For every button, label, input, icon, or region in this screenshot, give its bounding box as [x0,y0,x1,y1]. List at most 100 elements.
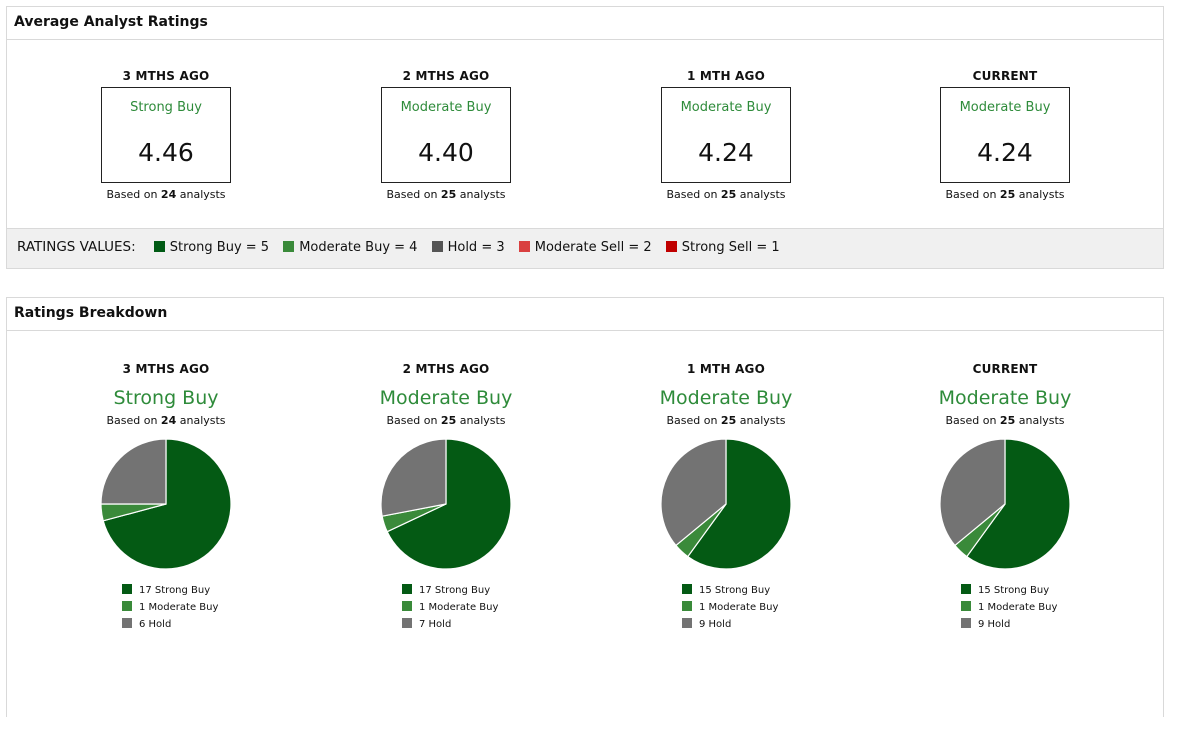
breakdown-column-2-months-ago: 2 MTHS AGO Moderate Buy Based on 25 anal… [346,362,546,633]
pie-chart [660,438,792,570]
analyst-count: 25 [720,414,737,427]
pie-slice-strong-buy [686,438,792,570]
period-label: CURRENT [972,362,1038,376]
pie-slice-strong-buy [386,438,512,570]
period-label: 2 MTHS AGO [402,362,490,376]
rating-label: Moderate Buy [959,100,1051,115]
pie-legend: 17 Strong Buy 1 Moderate Buy 6 Hold [122,582,266,633]
pie-slice-hold [100,438,167,505]
pie-chart [939,438,1071,570]
rating-box: Moderate Buy 4.24 [661,87,791,183]
legend-moderate-sell: Moderate Sell = 2 [518,240,652,255]
ratings-values-legend: RATINGS VALUES: Strong Buy = 5 Moderate … [7,228,1163,268]
rating-label: Moderate Buy [680,100,772,115]
pie-legend-item: 15 Strong Buy [961,582,1105,599]
avg-column-1-month-ago: 1 MTH AGO Moderate Buy 4.24 Based on 25 … [626,69,826,201]
avg-column-current: CURRENT Moderate Buy 4.24 Based on 25 an… [905,69,1105,201]
period-label: 3 MTHS AGO [122,69,210,83]
analyst-count-text: Based on 24 analysts [106,414,226,427]
analyst-count: 25 [999,188,1016,201]
analyst-count: 25 [440,188,457,201]
rating-label: Strong Buy [130,100,202,115]
analyst-count: 25 [720,188,737,201]
period-label: 3 MTHS AGO [122,362,210,376]
pie-legend-item: 17 Strong Buy [122,582,266,599]
swatch-icon [122,584,132,594]
pie-slice-strong-buy [102,438,232,570]
period-label: 1 MTH AGO [686,69,765,83]
pie-legend: 17 Strong Buy 1 Moderate Buy 7 Hold [402,582,546,633]
swatch-icon [518,241,530,252]
analyst-count-text: Based on 25 analysts [386,414,506,427]
pie-legend-item: 7 Hold [402,616,546,633]
pie-legend-item: 9 Hold [961,616,1105,633]
analyst-count: 24 [160,414,177,427]
pie-legend-item: 6 Hold [122,616,266,633]
rating-score: 4.46 [138,138,194,167]
swatch-icon [283,241,295,252]
pie-slice-strong-buy [965,438,1071,570]
analyst-count-text: Based on 25 analysts [945,188,1065,201]
period-label: 1 MTH AGO [686,362,765,376]
rating-label: Strong Buy [113,387,219,409]
rating-box: Strong Buy 4.46 [101,87,231,183]
legend-strong-buy: Strong Buy = 5 [153,240,269,255]
avg-column-2-months-ago: 2 MTHS AGO Moderate Buy 4.40 Based on 25… [346,69,546,201]
analyst-count-text: Based on 24 analysts [106,188,226,201]
swatch-icon [402,601,412,611]
analyst-count-text: Based on 25 analysts [666,188,786,201]
swatch-icon [961,618,971,628]
swatch-icon [402,584,412,594]
swatch-icon [682,618,692,628]
breakdown-column-current: CURRENT Moderate Buy Based on 25 analyst… [905,362,1105,633]
analyst-count-text: Based on 25 analysts [945,414,1065,427]
swatch-icon [431,241,443,252]
legend-moderate-buy: Moderate Buy = 4 [283,240,417,255]
swatch-icon [153,241,165,252]
rating-label: Moderate Buy [400,100,492,115]
pie-legend-item: 1 Moderate Buy [122,599,266,616]
rating-label: Moderate Buy [938,387,1072,409]
period-label: CURRENT [972,69,1038,83]
swatch-icon [682,601,692,611]
rating-score: 4.40 [418,138,474,167]
avg-column-3-months-ago: 3 MTHS AGO Strong Buy 4.46 Based on 24 a… [66,69,266,201]
rating-box: Moderate Buy 4.24 [940,87,1070,183]
pie-legend-item: 1 Moderate Buy [682,599,826,616]
ratings-breakdown-title: Ratings Breakdown [7,298,1163,331]
pie-slice-hold [660,438,727,547]
swatch-icon [665,241,677,252]
pie-slice-hold [939,438,1006,547]
legend-strong-sell: Strong Sell = 1 [665,240,780,255]
pie-legend: 15 Strong Buy 1 Moderate Buy 9 Hold [682,582,826,633]
breakdown-column-1-month-ago: 1 MTH AGO Moderate Buy Based on 25 analy… [626,362,826,633]
average-ratings-panel: Average Analyst Ratings 3 MTHS AGO Stron… [6,6,1164,269]
swatch-icon [961,601,971,611]
analyst-count-text: Based on 25 analysts [666,414,786,427]
pie-legend-item: 9 Hold [682,616,826,633]
pie-legend-item: 1 Moderate Buy [402,599,546,616]
pie-slice-hold [380,438,447,517]
swatch-icon [122,618,132,628]
average-ratings-title: Average Analyst Ratings [7,7,1163,40]
ratings-breakdown-panel: Ratings Breakdown 3 MTHS AGO Strong Buy … [6,297,1164,717]
rating-score: 4.24 [977,138,1033,167]
analyst-count: 25 [440,414,457,427]
pie-legend-item: 17 Strong Buy [402,582,546,599]
pie-legend-item: 1 Moderate Buy [961,599,1105,616]
rating-box: Moderate Buy 4.40 [381,87,511,183]
rating-score: 4.24 [698,138,754,167]
swatch-icon [682,584,692,594]
pie-chart [100,438,232,570]
analyst-count: 25 [999,414,1016,427]
analyst-count-text: Based on 25 analysts [386,188,506,201]
ratings-values-title: RATINGS VALUES: [17,239,136,255]
pie-legend-item: 15 Strong Buy [682,582,826,599]
rating-label: Moderate Buy [659,387,793,409]
swatch-icon [961,584,971,594]
breakdown-column-3-months-ago: 3 MTHS AGO Strong Buy Based on 24 analys… [66,362,266,633]
period-label: 2 MTHS AGO [402,69,490,83]
legend-hold: Hold = 3 [431,240,505,255]
analyst-count: 24 [160,188,177,201]
pie-chart [380,438,512,570]
